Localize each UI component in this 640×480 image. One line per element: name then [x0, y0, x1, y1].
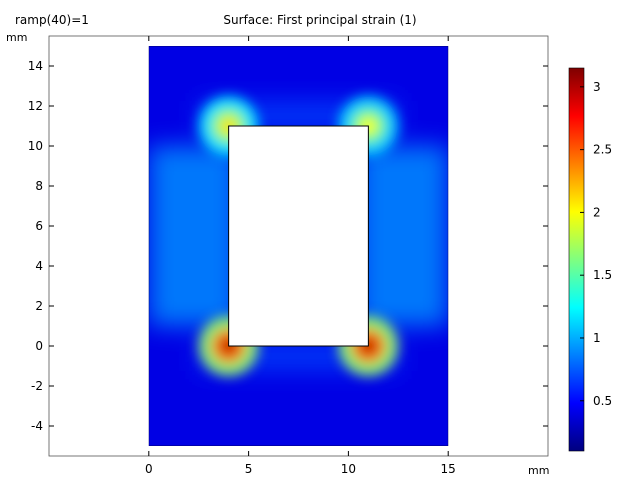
y-tick-label: 10: [28, 139, 43, 153]
left-band: [148, 146, 239, 326]
colorbar-tick-label: 2: [593, 205, 601, 219]
y-tick-label: 4: [35, 259, 43, 273]
colorbar-tick-label: 3: [593, 80, 601, 94]
x-tick-label: 0: [145, 462, 153, 476]
y-tick-label: 8: [35, 179, 43, 193]
colorbar-tick-label: 0.5: [593, 394, 612, 408]
y-tick-label: 2: [35, 299, 43, 313]
plot-title: Surface: First principal strain (1): [223, 13, 417, 27]
colorbar-tick-label: 1.5: [593, 268, 612, 282]
colorbar-tick-label: 1: [593, 331, 601, 345]
colorbar: [568, 67, 585, 452]
colorbar-tick-label: 2.5: [593, 143, 612, 157]
parameter-label: ramp(40)=1: [15, 13, 89, 27]
x-tick-label: 5: [245, 462, 253, 476]
x-tick-label: 10: [341, 462, 356, 476]
y-tick-label: 12: [28, 99, 43, 113]
x-axis-unit: mm: [528, 464, 550, 477]
y-tick-label: -2: [31, 379, 43, 393]
x-tick-label: 15: [441, 462, 456, 476]
y-tick-label: 14: [28, 59, 43, 73]
y-tick-label: 6: [35, 219, 43, 233]
right-band: [358, 146, 449, 326]
plot-frame: [48, 35, 549, 457]
y-tick-label: 0: [35, 339, 43, 353]
y-tick-label: -4: [31, 419, 43, 433]
rectangular-hole: [228, 125, 369, 347]
y-axis-unit: mm: [6, 31, 28, 44]
